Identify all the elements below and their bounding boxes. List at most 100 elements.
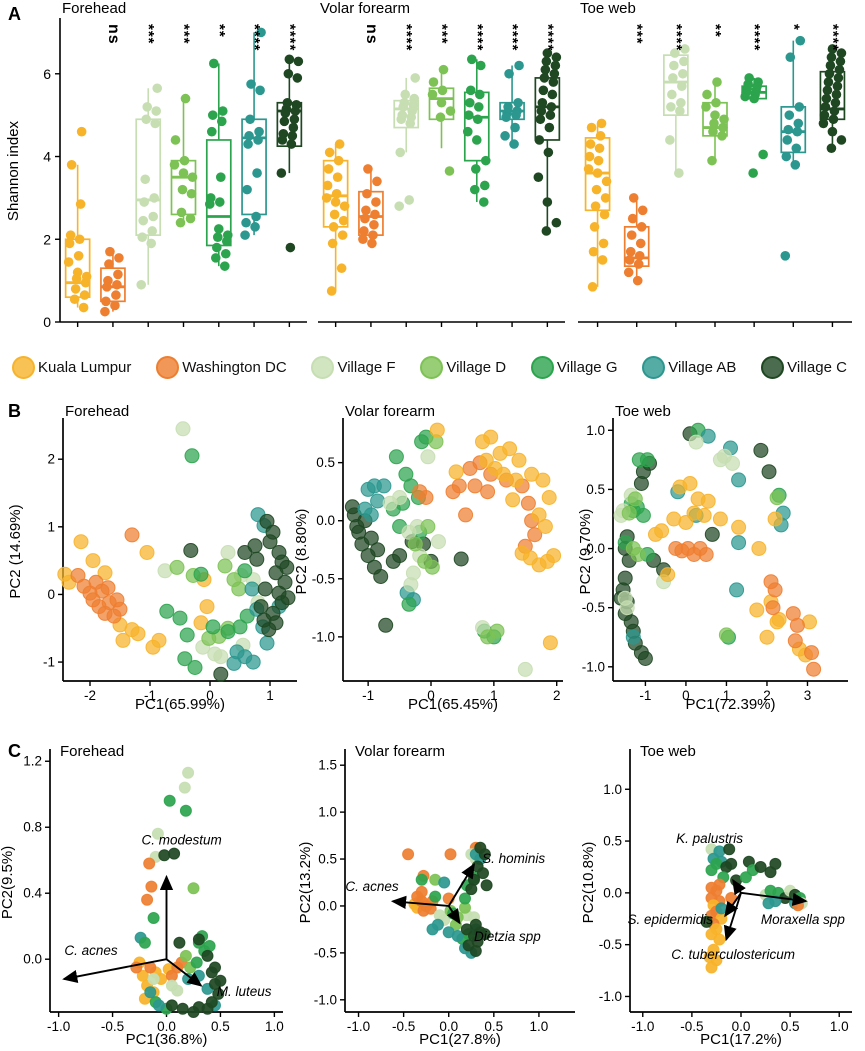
data-point xyxy=(369,219,379,230)
data-point-kuala-lumpur xyxy=(508,472,524,488)
data-point xyxy=(176,207,187,218)
legend-label: Kuala Lumpur xyxy=(38,358,132,376)
data-point xyxy=(216,116,227,127)
x-tick-label: 0 xyxy=(206,688,214,703)
y-tick-label: 1.0 xyxy=(586,423,605,438)
data-point xyxy=(795,35,806,46)
data-point xyxy=(827,44,838,54)
data-point-village-g xyxy=(177,651,193,667)
data-point xyxy=(822,85,833,96)
panel-label-c: C xyxy=(8,741,21,761)
data-point xyxy=(435,112,446,123)
data-point xyxy=(466,54,477,65)
y-tick-label: 0 xyxy=(43,314,51,330)
y-tick-label: 0.5 xyxy=(586,482,605,497)
subplot-title: Toe web xyxy=(580,0,636,17)
data-point xyxy=(113,269,123,280)
data-point-village-g xyxy=(179,627,195,643)
x-tick-label: -1 xyxy=(362,688,374,703)
data-point-village-c xyxy=(279,559,295,575)
loading-label: M. luteus xyxy=(217,984,272,999)
data-point xyxy=(551,217,562,228)
data-point-kuala-lumpur xyxy=(705,961,718,974)
data-point-village-c xyxy=(257,581,273,597)
data-point xyxy=(240,230,250,240)
x-tick-label: 0.5 xyxy=(781,1019,800,1034)
data-point-village-g xyxy=(172,610,188,626)
data-point-village-g xyxy=(187,660,203,675)
data-point xyxy=(253,135,263,145)
data-point xyxy=(327,238,338,249)
data-point xyxy=(514,60,524,71)
data-point-village-c xyxy=(183,543,199,558)
data-point-kuala-lumpur xyxy=(672,479,688,495)
data-point xyxy=(669,60,679,71)
data-point xyxy=(551,52,562,63)
data-point-kuala-lumpur xyxy=(546,548,562,564)
loading-arrow xyxy=(390,895,449,910)
loading-label: Dietzia spp xyxy=(474,929,541,944)
x-tick-label: -0.5 xyxy=(680,1019,703,1034)
data-point-village-g xyxy=(203,940,216,952)
x-tick-label: 2 xyxy=(763,688,771,703)
x-tick-label: 3 xyxy=(804,688,812,703)
data-point-washington-dc xyxy=(467,478,483,494)
data-point-village-c xyxy=(209,961,221,974)
data-point xyxy=(542,197,553,207)
data-point xyxy=(146,238,157,249)
data-point-washington-dc xyxy=(143,857,156,870)
data-point xyxy=(550,60,561,71)
data-point-village-g xyxy=(639,452,655,468)
data-point xyxy=(337,230,348,240)
data-point xyxy=(595,131,606,141)
data-point xyxy=(626,230,637,240)
data-point xyxy=(140,174,151,185)
data-point xyxy=(359,226,369,236)
data-point-village-f xyxy=(147,973,160,985)
subplot-title: Forehead xyxy=(62,0,126,17)
data-point-kuala-lumpur xyxy=(511,452,527,468)
legend-color-dot xyxy=(761,355,785,379)
data-point-kuala-lumpur xyxy=(97,565,113,581)
y-tick-label: 6 xyxy=(43,66,51,82)
data-point xyxy=(636,222,647,232)
data-point xyxy=(80,277,91,288)
data-point xyxy=(680,44,690,54)
data-point xyxy=(142,102,153,112)
data-point xyxy=(207,110,218,120)
x-tick-label: -0.5 xyxy=(101,1019,124,1034)
data-point xyxy=(101,296,111,307)
data-point-village-g xyxy=(459,892,471,905)
data-point xyxy=(708,126,718,137)
loading-label: C. modestum xyxy=(141,832,221,847)
data-point-kuala-lumpur xyxy=(115,632,131,648)
data-point-village-f xyxy=(171,984,184,997)
data-point xyxy=(539,73,550,83)
data-point-village-f xyxy=(151,827,164,840)
data-point xyxy=(75,199,86,209)
y-tick-label: 1.0 xyxy=(318,805,337,820)
data-point-village-ab xyxy=(731,535,747,551)
data-point-village-ab xyxy=(144,986,157,999)
data-point xyxy=(211,242,222,253)
panel-label-b: B xyxy=(8,401,21,421)
data-point xyxy=(625,246,636,257)
data-point-village-c xyxy=(723,843,736,856)
data-point xyxy=(709,118,719,129)
data-point xyxy=(544,122,555,133)
loading-label: Moraxella spp xyxy=(761,912,846,927)
data-point xyxy=(836,135,847,145)
significance-label: *** xyxy=(140,24,157,45)
loading-arrow xyxy=(732,878,746,896)
data-point-kuala-lumpur xyxy=(85,553,101,569)
significance-label: **** xyxy=(281,24,298,51)
data-point-kuala-lumpur xyxy=(767,511,783,527)
y-tick-label: 0.0 xyxy=(603,885,622,900)
y-tick-label: -1.0 xyxy=(582,659,605,674)
data-point xyxy=(170,135,181,145)
data-point xyxy=(542,48,553,58)
data-point xyxy=(289,114,300,125)
data-point xyxy=(543,147,554,158)
data-point-village-f xyxy=(403,577,419,593)
